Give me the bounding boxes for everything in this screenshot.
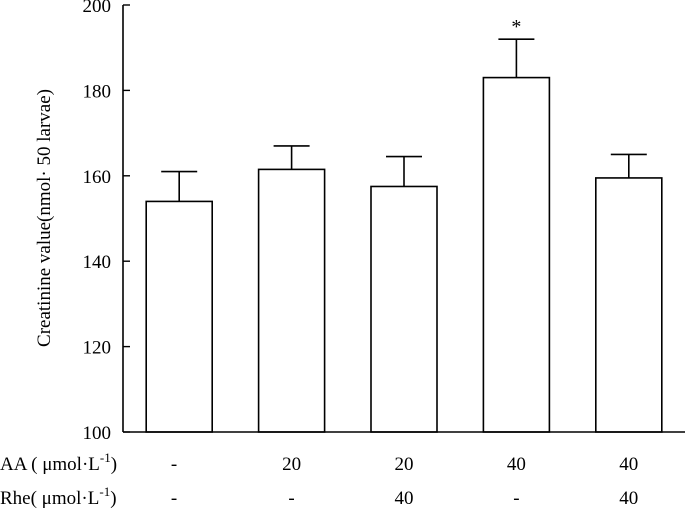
axes-layer xyxy=(122,5,685,433)
treatment-label-close: ) xyxy=(110,488,116,509)
bar-1 xyxy=(145,200,213,433)
significance-mark-4: * xyxy=(511,16,521,38)
treatment-value-2-2: - xyxy=(288,488,294,509)
treatment-label-text: AA ( μmol·L xyxy=(0,454,100,475)
treatment-value-2-1: - xyxy=(171,488,177,509)
treatment-label-text: Rhe( μmol·L xyxy=(0,488,99,509)
bar-5 xyxy=(594,177,663,433)
y-axis-label: Creatinine value(nmol· 50 larvae) xyxy=(34,89,55,347)
y-tick-label-160: 160 xyxy=(83,167,112,188)
treatment-value-1-1: - xyxy=(171,454,177,475)
y-tick-label-140: 140 xyxy=(83,252,112,273)
bar-4 xyxy=(482,76,551,433)
treatment-value-2-3: 40 xyxy=(395,488,414,509)
treatment-label-2: Rhe( μmol·L-1) xyxy=(0,484,117,509)
treatment-value-2-5: 40 xyxy=(619,488,638,509)
bar-2 xyxy=(257,168,326,433)
y-tick-label-180: 180 xyxy=(83,81,112,102)
treatment-value-1-2: 20 xyxy=(282,454,301,475)
y-ticks-layer: 100 120 140 160 180 200 xyxy=(83,0,130,444)
bars-layer: * xyxy=(145,16,663,433)
treatment-label-superscript: -1 xyxy=(100,450,111,465)
treatment-value-1-4: 40 xyxy=(507,454,526,475)
treatment-value-1-3: 20 xyxy=(395,454,414,475)
y-tick-label-200: 200 xyxy=(83,0,112,17)
treatment-value-2-4: - xyxy=(513,488,519,509)
bar-3 xyxy=(370,185,438,433)
y-tick-label-120: 120 xyxy=(83,338,112,359)
treatment-value-1-5: 40 xyxy=(619,454,638,475)
y-tick-label-100: 100 xyxy=(83,423,112,444)
treatment-label-1: AA ( μmol·L-1) xyxy=(0,450,117,475)
treatment-label-superscript: -1 xyxy=(99,484,110,499)
treatment-label-close: ) xyxy=(111,454,117,475)
